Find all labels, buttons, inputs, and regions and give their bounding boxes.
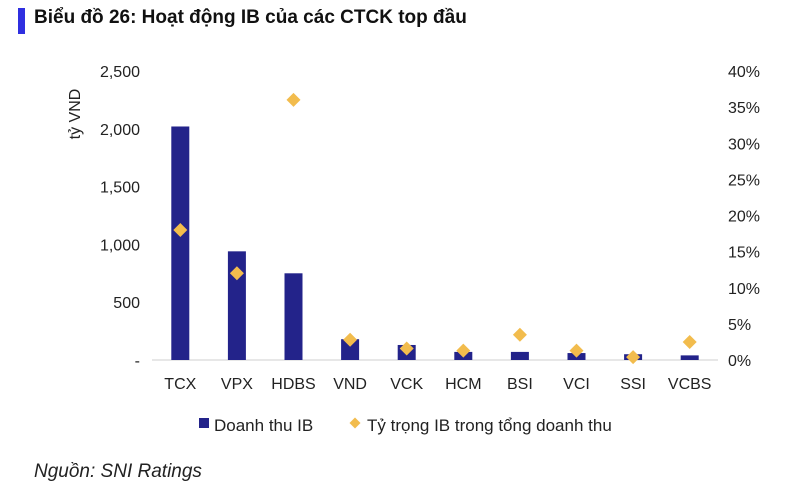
x-tick-label: VPX (221, 376, 253, 393)
legend-swatch-bar (199, 418, 209, 428)
source-note: Nguồn: SNI Ratings (34, 461, 202, 482)
bar (341, 339, 360, 360)
legend-label: Doanh thu IB (214, 416, 313, 435)
y2-tick-label: 5% (728, 317, 751, 334)
x-tick-label: VCI (563, 376, 590, 393)
x-tick-label: VND (333, 376, 367, 393)
marker-point (173, 222, 188, 237)
y2-tick-label: 40% (728, 64, 760, 81)
marker-point (399, 341, 414, 356)
bar (680, 355, 699, 360)
title-accent-bar (18, 8, 25, 34)
bar (284, 273, 303, 360)
x-tick-label: VCBS (668, 376, 712, 393)
x-tick-label: BSI (507, 376, 533, 393)
bar (227, 251, 246, 360)
y2-tick-label: 15% (728, 245, 760, 262)
x-tick-label: TCX (164, 376, 196, 393)
legend-swatch-marker (349, 417, 361, 429)
marker-point (229, 266, 244, 281)
y2-tick-label: 35% (728, 100, 760, 117)
marker-point (626, 350, 641, 365)
marker-point (286, 92, 301, 107)
x-tick-label: VCK (390, 376, 423, 393)
y2-tick-label: 25% (728, 172, 760, 189)
marker-point (456, 343, 471, 358)
y2-tick-label: 0% (728, 353, 751, 370)
y-tick-label: 1,000 (100, 237, 140, 254)
x-tick-label: HCM (445, 376, 481, 393)
x-tick-label: SSI (620, 376, 646, 393)
legend-label: Tỷ trọng IB trong tổng doanh thu (367, 416, 612, 435)
marker-point (512, 327, 527, 342)
y-axis-label: tỷ VND (67, 89, 84, 140)
y2-tick-label: 30% (728, 136, 760, 153)
y-tick-label: 2,000 (100, 122, 140, 139)
marker-point (682, 334, 697, 349)
y2-tick-label: 10% (728, 281, 760, 298)
y-tick-label: 500 (113, 295, 140, 312)
chart-title: Biểu đồ 26: Hoạt động IB của các CTCK to… (34, 7, 467, 28)
y-tick-label: 2,500 (100, 64, 140, 81)
y2-tick-label: 20% (728, 209, 760, 226)
y-tick-label: - (135, 353, 140, 370)
bar (510, 351, 529, 360)
y-tick-label: 1,500 (100, 180, 140, 197)
marker-point (343, 332, 358, 347)
x-tick-label: HDBS (271, 376, 315, 393)
marker-point (569, 343, 584, 358)
bar (171, 126, 190, 360)
